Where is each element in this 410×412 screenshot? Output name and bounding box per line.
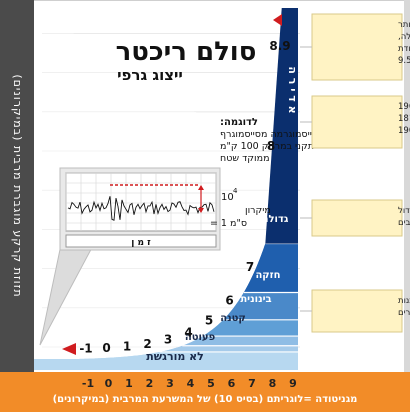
amplitude-equals: = 1 ס"מ xyxy=(210,218,247,229)
zone-label-4: בינונית xyxy=(240,294,271,305)
zone-extreme-column xyxy=(265,8,298,244)
zone-label-6: גדולה xyxy=(262,214,289,225)
note-box xyxy=(311,199,403,237)
seismogram-grid xyxy=(65,172,217,231)
zone-fill-3 xyxy=(182,336,298,346)
curve-label: 3 xyxy=(164,333,172,347)
chart-title: סולם ריכטר xyxy=(116,37,257,67)
example-line-3: ממוקד שטח xyxy=(220,153,270,164)
note-line: וקורבנות רבים xyxy=(398,218,410,228)
x-tick-label: 0 xyxy=(105,377,113,390)
curve-label: 6 xyxy=(225,294,233,308)
x-tick-label: 6 xyxy=(228,377,236,390)
curve-label: 0 xyxy=(102,341,110,355)
x-tick-label: 8 xyxy=(269,377,277,390)
max-marker-label: 8.9 xyxy=(269,39,290,53)
zone-fill-2 xyxy=(159,345,298,352)
curve-label: 8 xyxy=(267,139,275,153)
magnitude-axis-bar xyxy=(0,372,410,412)
note-line: ייתכן נזק; קורבנות xyxy=(398,296,410,306)
x-tick-label: 2 xyxy=(146,377,154,390)
note-box xyxy=(311,289,403,333)
bottom-axis-label: מגניטודה =לוגריתם (בסיס 10) של המשרעת המ… xyxy=(53,394,358,405)
x-tick-label: 5 xyxy=(207,377,215,390)
curve-label: 1 xyxy=(123,339,131,353)
curve-label: 4 xyxy=(184,325,192,339)
note-line: סן פרנסיסקו, 1906 xyxy=(398,126,410,136)
x-tick-label: 4 xyxy=(187,377,195,390)
example-line-1: סייסמוגרמה מסייסמוגרף xyxy=(220,129,318,140)
curve-label: 7 xyxy=(246,260,254,274)
zone-label-7: א ד י ר ה xyxy=(286,66,299,113)
arrow-head-down xyxy=(198,208,204,213)
zone-fill-4 xyxy=(202,319,298,337)
right-strip xyxy=(404,0,410,372)
vertical-axis-label: תזוזת קרקע מוגברת מרבית (במיקרונים) xyxy=(11,74,24,297)
note-line: אלסקה, 1964 xyxy=(398,102,410,112)
zone-fill-1 xyxy=(34,351,298,370)
amplitude-base: 10 xyxy=(221,192,234,203)
curve-label: 2 xyxy=(143,337,151,351)
min-marker-icon xyxy=(62,343,76,355)
zone-fill-6 xyxy=(243,243,298,293)
x-tick-label: 3 xyxy=(166,377,174,390)
x-tick-labels: -1 0 1 2 3 4 5 6 7 8 9 xyxy=(82,377,297,390)
amplitude-power: 4 xyxy=(233,187,238,195)
max-marker-icon xyxy=(273,14,282,26)
note-line: מומנט של 9.5 xyxy=(398,56,410,66)
x-tick-label: 9 xyxy=(289,377,297,390)
axis-band xyxy=(0,0,34,372)
chart-subtitle: ייצוג גרפי xyxy=(117,66,183,84)
note-line: במקרים נדירים xyxy=(398,308,410,318)
seismogram-trace xyxy=(67,196,215,221)
note-line: ייתכנו הרס גדול xyxy=(398,206,410,216)
zone-label-3: קטנה xyxy=(220,313,246,324)
example-line-2: תקני במרחק 100 ק"מ xyxy=(220,141,314,152)
zone-label-1: לא מורגשת xyxy=(146,350,204,363)
amplitude-unit: מיקרון xyxy=(245,205,271,216)
x-tick-label: -1 xyxy=(82,377,94,390)
note-box xyxy=(311,13,403,81)
curve-label: -1 xyxy=(79,342,92,356)
zone-label-5: חזקה xyxy=(255,270,280,281)
note-line: 1960) = מגניטודת xyxy=(398,44,410,54)
zone-label-2: פעוטה xyxy=(185,332,216,343)
note-box xyxy=(311,95,403,149)
time-axis-label: ז מ ן xyxy=(131,238,151,248)
x-tick-label: 1 xyxy=(125,377,133,390)
note-line: מונטנה, 1812 xyxy=(398,114,410,124)
zone-fill-5 xyxy=(223,292,298,320)
note-line: שתועדה (צ'ילה, xyxy=(398,32,410,42)
time-axis-box xyxy=(65,234,217,248)
curve-label: 5 xyxy=(205,314,213,328)
arrow-head-up xyxy=(198,185,204,190)
x-tick-label: 7 xyxy=(248,377,256,390)
example-heading: לדוגמה: xyxy=(220,117,258,128)
